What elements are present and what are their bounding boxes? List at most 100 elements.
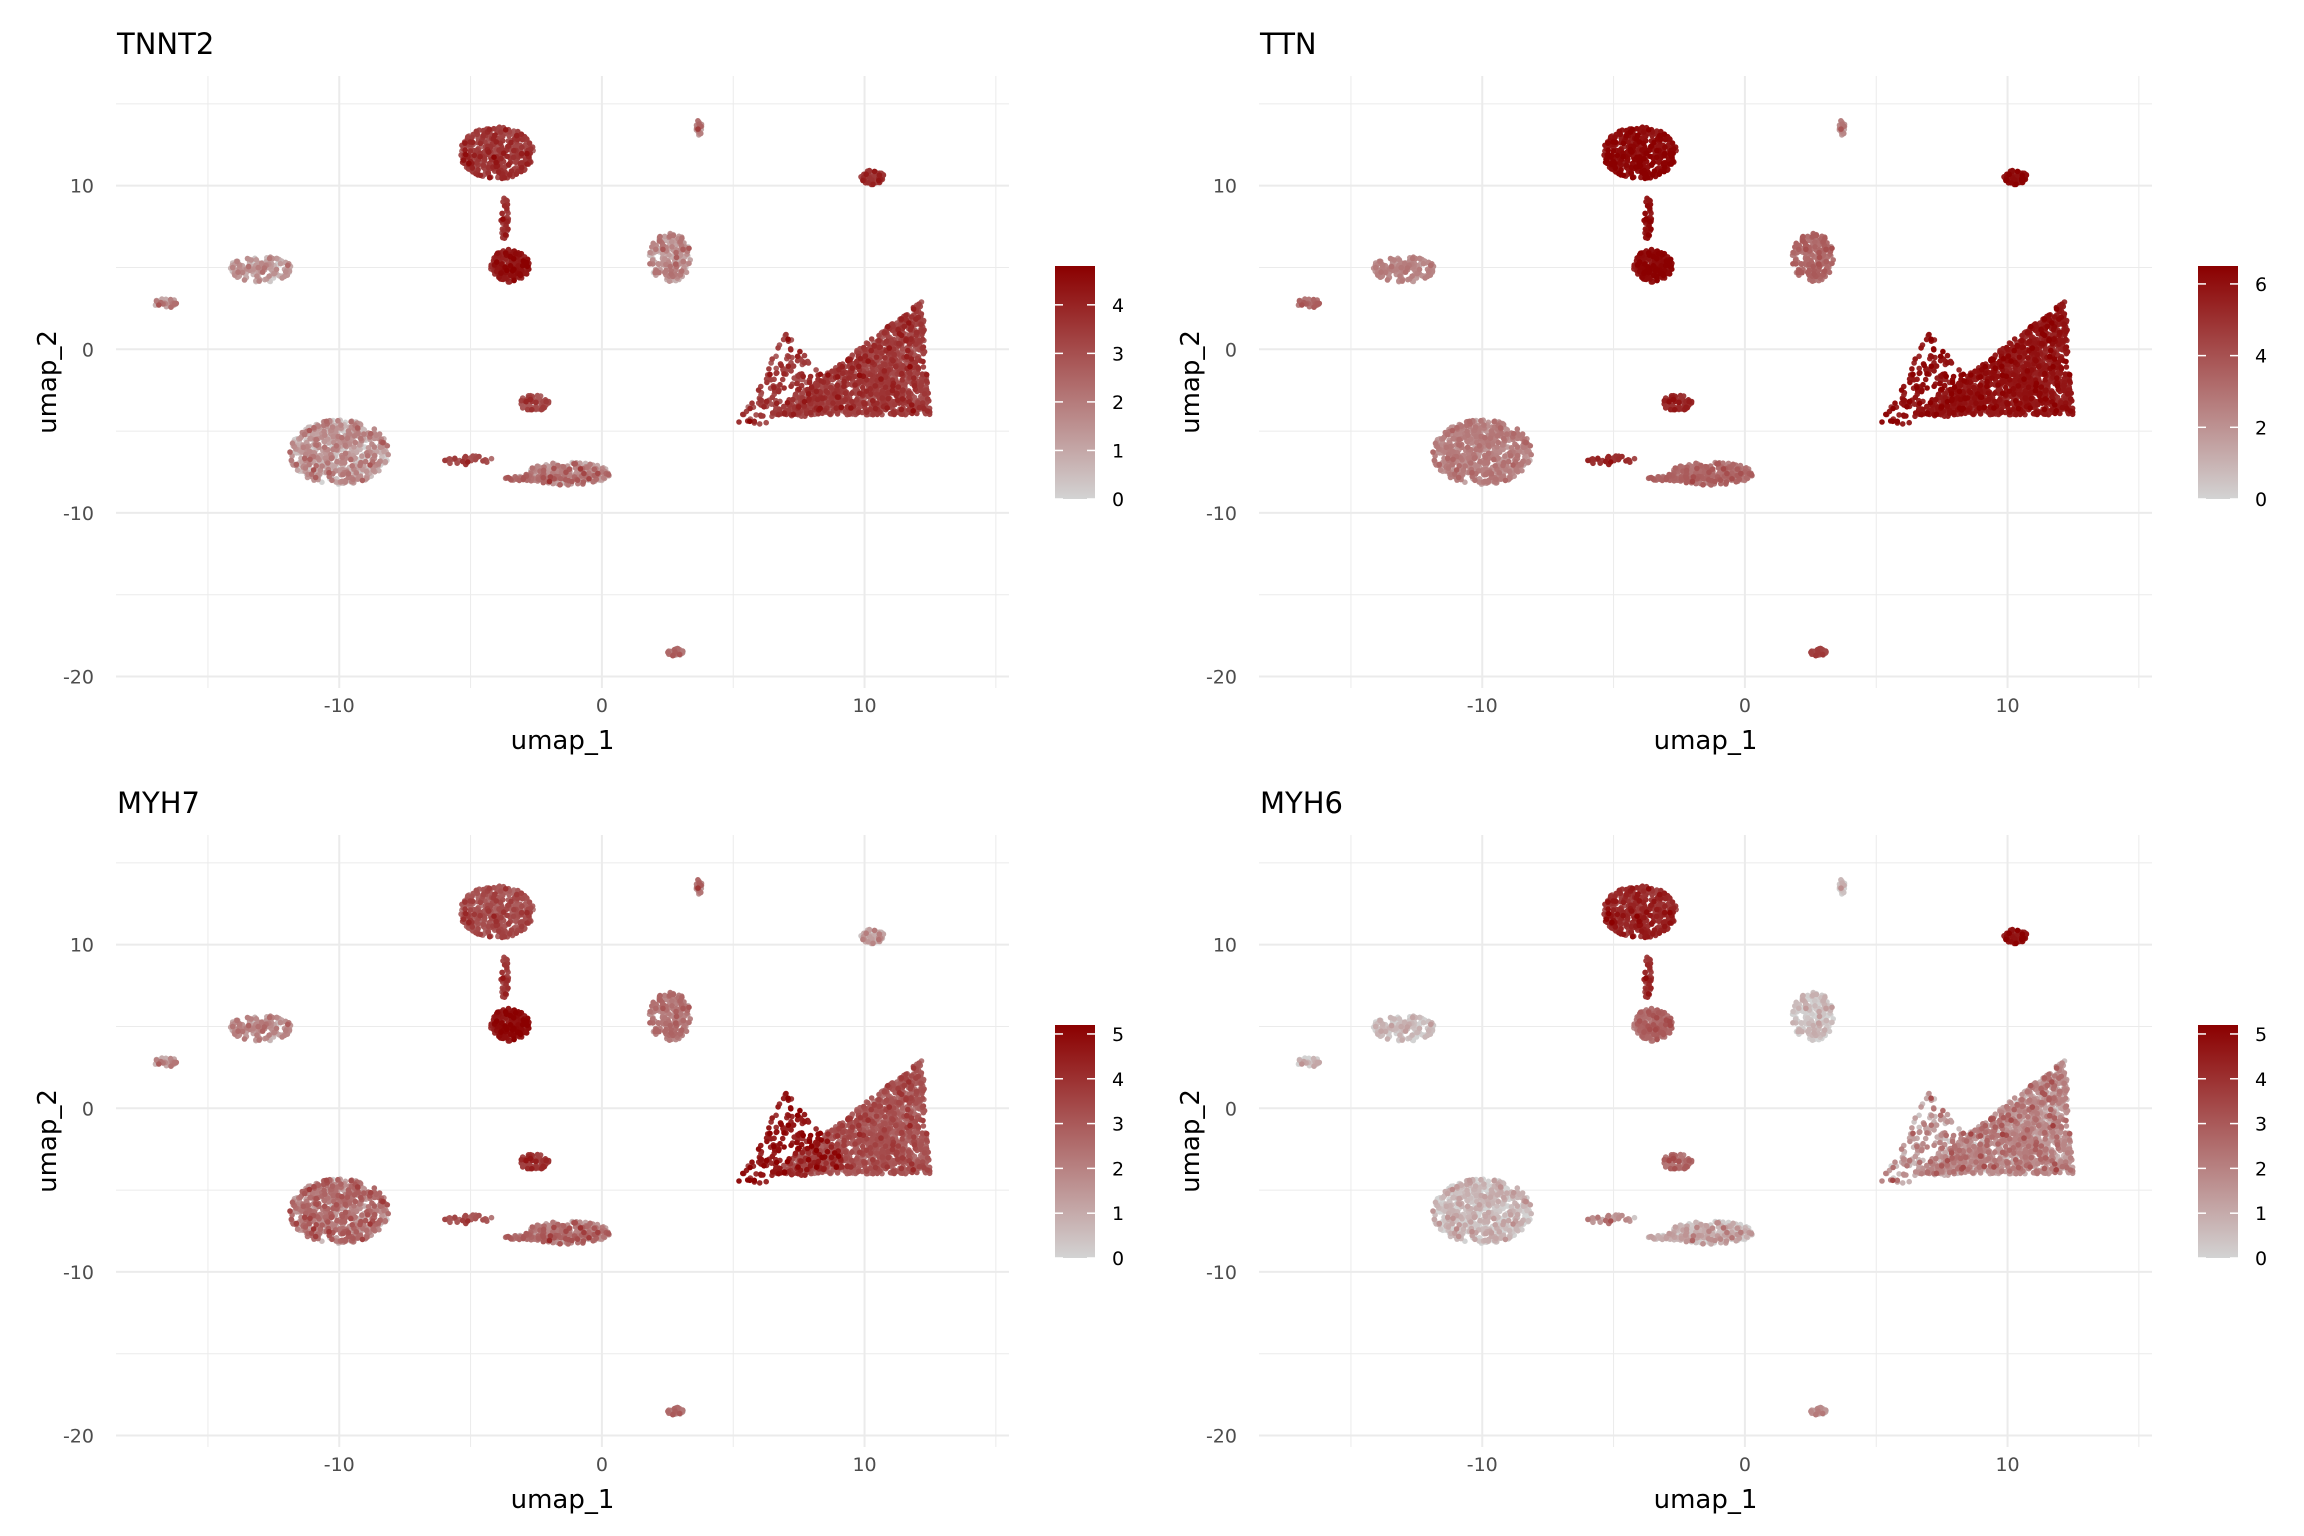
- cell-point: [1468, 460, 1474, 466]
- cell-point: [586, 476, 592, 482]
- cell-point: [769, 410, 776, 416]
- y-axis-label: umap_2: [33, 330, 63, 434]
- cell-point: [520, 476, 527, 482]
- cell-point: [788, 383, 794, 390]
- cell-point: [494, 250, 501, 256]
- cell-point: [868, 336, 875, 342]
- cell-point: [346, 431, 353, 437]
- cell-point: [526, 140, 533, 146]
- cell-point: [1502, 453, 1508, 459]
- cell-point: [834, 382, 841, 389]
- cell-point: [833, 405, 840, 412]
- x-tick-label: -10: [1467, 695, 1498, 717]
- cell-point: [1514, 452, 1521, 459]
- cell-point: [863, 171, 869, 178]
- cell-point: [313, 436, 320, 443]
- cell-point: [673, 261, 679, 267]
- cell-point: [814, 396, 821, 403]
- cell-point: [1485, 450, 1492, 457]
- cell-point: [913, 329, 920, 336]
- cell-point: [911, 375, 917, 381]
- cell-point: [1449, 461, 1455, 468]
- cell-point: [774, 370, 780, 376]
- cell-point: [860, 344, 867, 351]
- cell-point: [300, 444, 307, 451]
- cell-point: [892, 363, 899, 370]
- cell-point: [500, 150, 507, 156]
- cell-point: [904, 354, 910, 360]
- cell-point: [485, 149, 492, 155]
- cell-point: [301, 455, 308, 462]
- cell-point: [459, 458, 466, 465]
- cell-point: [605, 471, 612, 478]
- cell-point: [749, 400, 755, 407]
- cell-point: [795, 404, 802, 410]
- cell-point: [857, 355, 864, 362]
- cell-point: [820, 395, 826, 402]
- y-tick-label: 10: [70, 176, 94, 198]
- cell-point: [800, 373, 806, 380]
- cell-point: [680, 246, 686, 253]
- cell-point: [661, 269, 668, 276]
- cell-point: [670, 652, 676, 659]
- cell-point: [255, 264, 261, 271]
- cell-point: [321, 444, 328, 451]
- cell-point: [826, 411, 833, 417]
- cell-point: [341, 459, 348, 466]
- cell-point: [1506, 468, 1513, 475]
- cell-point: [920, 364, 927, 370]
- cell-point: [513, 132, 520, 139]
- x-axis-label: umap_1: [1654, 726, 1758, 756]
- cell-point: [679, 235, 685, 242]
- cell-point: [900, 387, 906, 393]
- cell-point: [910, 408, 916, 414]
- cell-point: [353, 470, 360, 476]
- cell-point: [244, 255, 251, 262]
- cell-point: [647, 249, 653, 256]
- cell-point: [1409, 255, 1416, 262]
- cell-point: [1510, 430, 1517, 437]
- cell-point: [757, 412, 764, 419]
- cell-point: [882, 355, 888, 361]
- cell-point: [921, 391, 928, 397]
- cell-point: [907, 363, 913, 370]
- cell-point: [322, 432, 328, 439]
- cell-point: [446, 456, 453, 462]
- cell-point: [801, 398, 808, 405]
- cell-point: [529, 465, 536, 471]
- cell-point: [524, 161, 530, 167]
- cell-point: [533, 399, 539, 406]
- cell-point: [467, 148, 474, 154]
- cell-point: [352, 455, 359, 461]
- cell-point: [1399, 278, 1405, 284]
- cell-point: [1693, 460, 1699, 467]
- cell-point: [288, 457, 295, 464]
- cell-point: [239, 269, 246, 276]
- cell-point: [673, 254, 680, 261]
- cell-point: [775, 345, 781, 351]
- cell-point: [924, 396, 931, 402]
- cell-point: [908, 356, 915, 362]
- cell-point: [367, 462, 373, 468]
- cell-point: [1462, 463, 1468, 469]
- cell-point: [920, 358, 926, 365]
- cell-point: [876, 177, 882, 184]
- cell-point: [460, 157, 467, 163]
- cell-point: [647, 261, 653, 267]
- cell-point: [571, 461, 578, 467]
- cell-point: [524, 150, 530, 157]
- cell-point: [1484, 459, 1491, 466]
- cell-point: [918, 321, 924, 328]
- cell-point: [1502, 477, 1509, 484]
- cell-point: [801, 352, 808, 359]
- cell-point: [471, 152, 478, 159]
- cell-point: [1393, 266, 1400, 272]
- cell-point: [352, 439, 359, 446]
- cell-point: [519, 164, 525, 171]
- cell-point: [335, 417, 341, 424]
- cell-point: [1518, 461, 1524, 467]
- cell-point: [848, 405, 854, 411]
- cell-point: [234, 258, 240, 265]
- cell-point: [740, 411, 746, 418]
- cell-point: [773, 400, 780, 407]
